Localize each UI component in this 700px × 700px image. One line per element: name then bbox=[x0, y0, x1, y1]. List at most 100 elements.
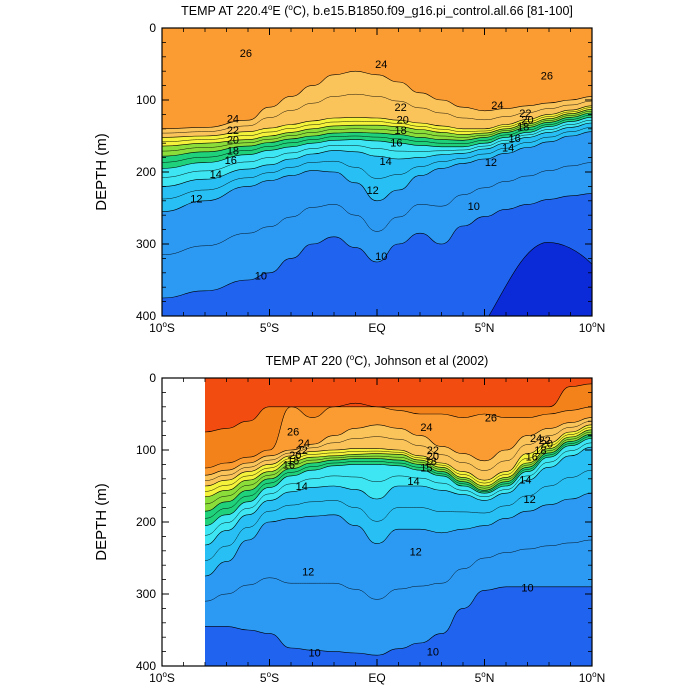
isotherm-18 bbox=[162, 112, 592, 157]
contour-label: 15 bbox=[420, 462, 432, 474]
isotherm-16 bbox=[204, 438, 592, 526]
contour-label: 20 bbox=[521, 114, 533, 126]
contour-label: 20 bbox=[397, 114, 409, 126]
contour-label: 22 bbox=[395, 102, 407, 114]
contour-label: 24 bbox=[530, 433, 542, 445]
y-tick-label: 100 bbox=[136, 443, 156, 457]
isotherm-22 bbox=[204, 424, 592, 487]
contour-label: 16 bbox=[526, 451, 538, 463]
panel-bottom-contours: 26 24262422201816142220181514242220181614… bbox=[162, 378, 592, 666]
contour-label: 10 bbox=[255, 271, 267, 283]
x-tick-label: 5oN bbox=[475, 670, 495, 685]
contour-label: 24 bbox=[375, 59, 387, 71]
isotherm-minor bbox=[204, 431, 592, 505]
isotherm-minor bbox=[162, 162, 592, 256]
isotherm-minor bbox=[204, 427, 592, 492]
contour-label: 22 bbox=[539, 435, 551, 447]
isotherm-18 bbox=[204, 433, 592, 512]
isotherm-24 bbox=[204, 417, 592, 476]
panel-bottom-title: TEMP AT 220 (oC), Johnson et al (2002) bbox=[266, 353, 489, 368]
isotherm-minor bbox=[162, 107, 592, 143]
band-24_26 bbox=[162, 28, 592, 129]
contour-label: 20 bbox=[427, 451, 439, 463]
contour-label: 12 bbox=[367, 185, 379, 197]
isotherm-12 bbox=[204, 492, 592, 577]
isotherm-minor bbox=[204, 420, 592, 481]
contour-label: 22 bbox=[519, 108, 531, 120]
y-tick-label: 0 bbox=[149, 21, 156, 35]
x-tick-label: EQ bbox=[368, 321, 385, 335]
isotherm-26 bbox=[204, 402, 592, 469]
x-tick-label: 10oN bbox=[579, 320, 605, 335]
isotherm-10 bbox=[205, 586, 592, 656]
contour-label: 12 bbox=[524, 494, 536, 506]
contour-label: 26 bbox=[541, 71, 553, 83]
contour-label: 24 bbox=[227, 114, 239, 126]
panel-bottom-ylabel: DEPTH (m) bbox=[93, 483, 110, 561]
isotherm-minor bbox=[204, 442, 592, 536]
band-gt28 bbox=[205, 378, 592, 432]
contour-label: 14 bbox=[379, 156, 391, 168]
isotherm-minor bbox=[162, 114, 592, 163]
isotherm-minor bbox=[162, 127, 592, 200]
contour-label: 14 bbox=[210, 169, 222, 181]
isotherm-minor bbox=[162, 93, 592, 134]
contour-label: 12 bbox=[190, 194, 202, 206]
isotherm-14 bbox=[204, 446, 592, 546]
contour-label: 12 bbox=[410, 547, 422, 559]
contour-label: 22 bbox=[296, 445, 308, 457]
y-tick-label: 100 bbox=[136, 93, 156, 107]
y-tick-label: 300 bbox=[136, 587, 156, 601]
x-tick-label: 10oN bbox=[579, 670, 605, 685]
contour-label: 22 bbox=[427, 445, 439, 457]
x-tick-label: 5oS bbox=[260, 670, 279, 685]
isotherm-14 bbox=[162, 122, 592, 187]
contour-label: 16 bbox=[508, 133, 520, 145]
panel-top-title: TEMP AT 220.4oE (oC), b.e15.B1850.f09_g1… bbox=[181, 3, 573, 18]
contour-label: 14 bbox=[296, 481, 308, 493]
contour-label: 22 bbox=[227, 125, 239, 137]
y-tick-label: 400 bbox=[136, 309, 156, 323]
panel-top-ylabel: DEPTH (m) bbox=[93, 133, 110, 211]
contour-label: 14 bbox=[407, 476, 419, 488]
contour-label: 20 bbox=[227, 135, 239, 147]
contour-label: 18 bbox=[534, 445, 546, 457]
contour-label: 26 bbox=[240, 48, 252, 60]
contour-label: 12 bbox=[485, 157, 497, 169]
panel-bottom: TEMP AT 220 (oC), Johnson et al (2002) 2… bbox=[93, 353, 605, 685]
isotherm-28 bbox=[204, 383, 592, 433]
contour-label: 26 bbox=[287, 426, 299, 438]
no-data-region bbox=[162, 378, 205, 666]
y-tick-label: 200 bbox=[136, 515, 156, 529]
isotherm-10 bbox=[162, 193, 592, 299]
contour-label: 16 bbox=[390, 137, 402, 149]
contour-label: 10 bbox=[468, 201, 480, 213]
isotherm-minor bbox=[204, 469, 592, 561]
x-tick-label: 10oS bbox=[149, 670, 175, 685]
x-tick-label: 5oN bbox=[475, 320, 495, 335]
y-tick-label: 200 bbox=[136, 165, 156, 179]
contour-label: 18 bbox=[517, 122, 529, 134]
contour-label: 18 bbox=[287, 455, 299, 467]
contour-label: 16 bbox=[283, 459, 295, 471]
isotherm-20 bbox=[204, 429, 592, 498]
contour-label: 10 bbox=[309, 647, 321, 659]
isotherm-16 bbox=[162, 117, 592, 169]
isotherm-12 bbox=[162, 131, 592, 212]
contour-label: 10 bbox=[375, 251, 387, 263]
band-lt9 bbox=[488, 242, 592, 316]
isotherm-minor bbox=[162, 119, 592, 178]
contour-label: 12 bbox=[302, 567, 314, 579]
contour-label: 14 bbox=[519, 475, 531, 487]
y-tick-label: 300 bbox=[136, 237, 156, 251]
contour-label: 26 bbox=[485, 413, 497, 425]
x-tick-label: EQ bbox=[368, 671, 385, 685]
y-tick-label: 400 bbox=[136, 659, 156, 673]
contour-label: 18 bbox=[227, 145, 239, 157]
x-tick-label: 5oS bbox=[260, 320, 279, 335]
isotherm-22 bbox=[162, 105, 592, 138]
panel-top: TEMP AT 220.4oE (oC), b.e15.B1850.f09_g1… bbox=[93, 3, 605, 335]
